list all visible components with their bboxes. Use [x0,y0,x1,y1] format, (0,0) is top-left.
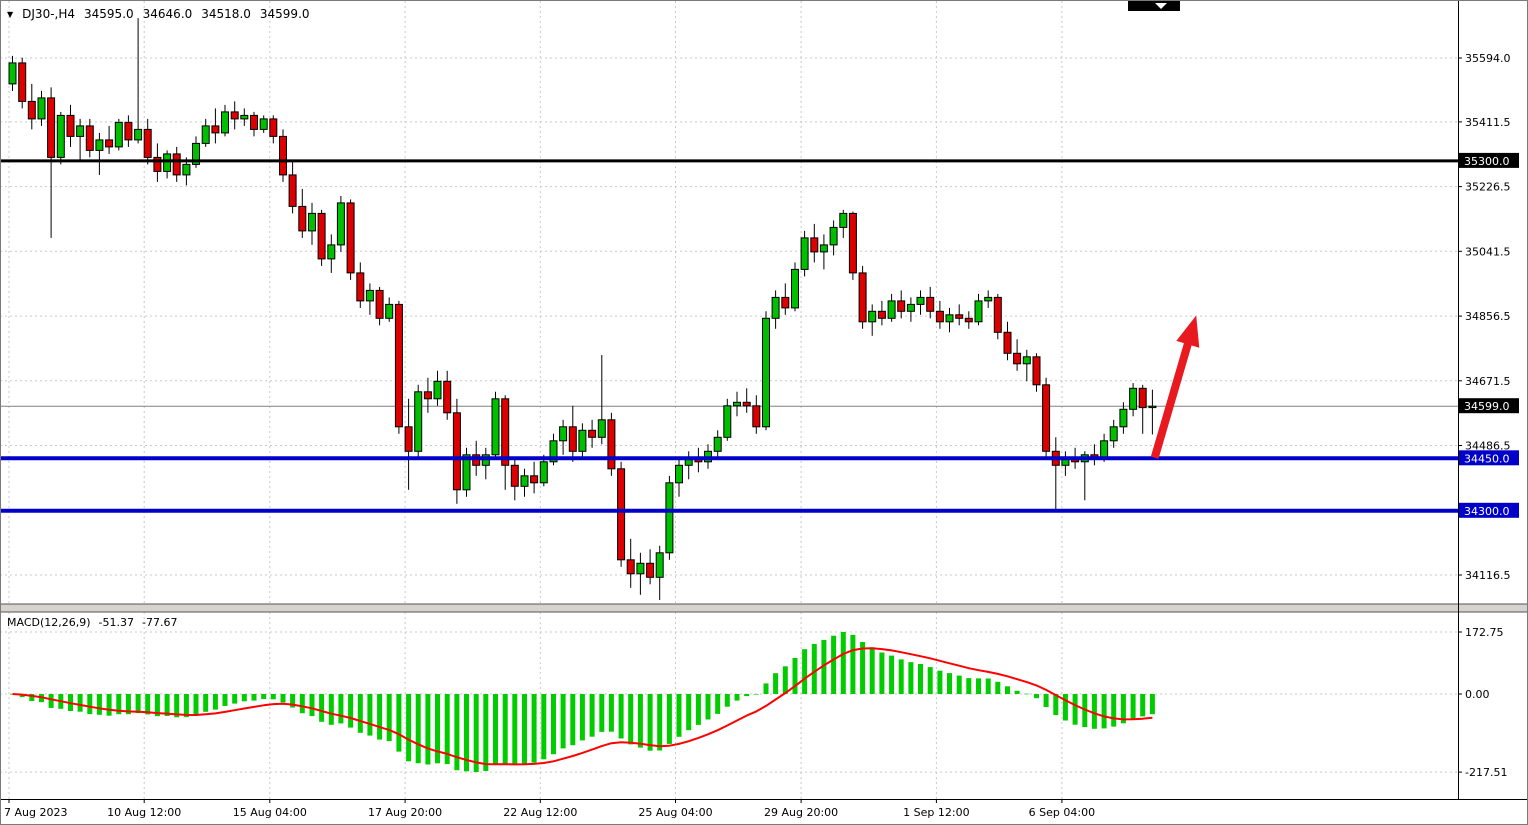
chart-ohlc-header: ▼ DJ30-,H4 34595.0 34646.0 34518.0 34599… [7,7,319,21]
price-axis-label: 35411.5 [1465,116,1511,129]
time-axis[interactable] [0,800,1528,825]
svg-text:34300.0: 34300.0 [1464,505,1510,518]
price-level-badge: 34450.0 [1459,450,1519,466]
time-axis-label: 6 Sep 04:00 [1029,806,1095,819]
price-axis-label: 35041.5 [1465,245,1511,258]
svg-text:34599.0: 34599.0 [1464,400,1510,413]
price-level-badge: 34300.0 [1459,502,1519,518]
macd-axis-label: 0.00 [1465,688,1490,701]
time-axis-label: 22 Aug 12:00 [503,806,577,819]
svg-text:34450.0: 34450.0 [1464,452,1510,465]
time-axis-label: 17 Aug 20:00 [368,806,442,819]
macd-signal-value: -77.67 [142,616,178,629]
price-axis-label: 34671.5 [1465,375,1511,388]
chart-scrollbar[interactable] [1128,1,1180,11]
price-axis-label: 35226.5 [1465,181,1511,194]
time-axis-label: 10 Aug 12:00 [107,806,181,819]
trend-arrow[interactable] [1150,315,1200,459]
scroll-end-icon [1155,3,1167,9]
symbol-period-label: DJ30-,H4 [22,7,76,21]
macd-label: MACD(12,26,9) [7,616,91,629]
price-level-badge: 35300.0 [1459,152,1519,168]
price-level-badge: 34599.0 [1459,398,1519,414]
macd-indicator-header: MACD(12,26,9) -51.37 -77.67 [7,616,185,629]
macd-main-value: -51.37 [98,616,135,629]
svg-text:35300.0: 35300.0 [1464,155,1510,168]
price-axis-label: 35594.0 [1465,52,1511,65]
scrollbar-thumb [1128,1,1180,11]
panel-divider[interactable] [0,603,1528,613]
time-axis-label: 29 Aug 20:00 [764,806,838,819]
macd-histogram [10,632,1155,773]
macd-signal-line [12,647,1153,766]
time-axis-label: 25 Aug 04:00 [638,806,712,819]
macd-axis-label: 172.75 [1465,626,1504,639]
price-axis-label: 34856.5 [1465,310,1511,323]
ohlc-close-value: 34599.0 [259,7,310,21]
ohlc-open-value: 34595.0 [84,7,134,21]
symbol-dropdown-icon[interactable]: ▼ [7,9,14,19]
ohlc-low-value: 34518.0 [201,7,251,21]
time-axis-label: 7 Aug 2023 [4,806,67,819]
price-axis-label: 34486.5 [1465,440,1511,453]
macd-axis-label: -217.51 [1465,766,1507,779]
time-axis-label: 15 Aug 04:00 [233,806,307,819]
time-axis-label: 1 Sep 12:00 [903,806,969,819]
ohlc-high-value: 34646.0 [142,7,193,21]
price-axis-label: 34116.5 [1465,569,1511,582]
